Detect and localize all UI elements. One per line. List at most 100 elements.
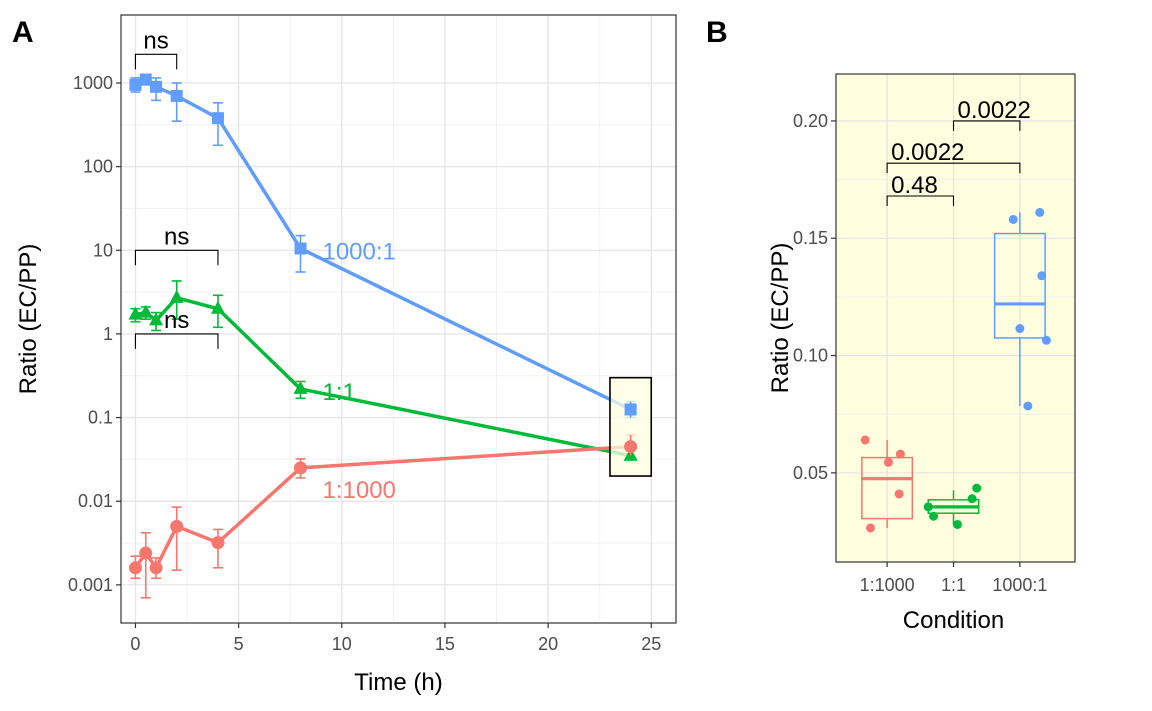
panel-a-y-axis-title: Ratio (EC/PP) — [15, 244, 42, 395]
jitter-point — [883, 457, 893, 467]
significance-bracket — [134, 53, 178, 70]
jitter-point — [972, 483, 982, 493]
comparison-p-value: 0.0022 — [958, 97, 1031, 124]
jitter-point — [952, 519, 962, 529]
data-point — [211, 536, 225, 550]
data-point — [211, 112, 224, 125]
box-1000:1 — [993, 207, 1051, 411]
x-tick-label: 1000:1 — [992, 575, 1047, 595]
series-line — [135, 296, 631, 458]
box-body — [993, 232, 1046, 339]
jitter-point — [1037, 271, 1047, 281]
data-point — [170, 89, 183, 102]
y-tick-label: 0.10 — [793, 346, 828, 366]
data-point — [139, 546, 153, 560]
y-tick-label: 10 — [93, 240, 113, 260]
x-tick-label: 1:1000 — [860, 575, 915, 595]
panel-a-series: 1000:1 1:1 1:1000 — [128, 73, 638, 599]
x-tick-label: 25 — [641, 634, 661, 654]
series-line — [134, 444, 631, 570]
y-tick-label: 0.1 — [88, 408, 113, 428]
panel-a-annotations: ns ns ns — [134, 27, 653, 477]
panel-b-label: B — [706, 16, 728, 49]
comparison-p-value: 0.0022 — [891, 139, 964, 166]
comparison-bracket — [952, 120, 1021, 131]
comparison-bracket — [886, 195, 955, 206]
jitter-point — [860, 435, 870, 445]
data-point — [293, 461, 307, 475]
significance-label: ns — [164, 223, 189, 250]
data-point — [128, 306, 143, 320]
y-tick-label: 0.15 — [793, 228, 828, 248]
jitter-point — [1041, 335, 1051, 345]
panel-a-grid — [121, 15, 676, 623]
data-point — [139, 73, 152, 86]
panel-b-y-ticks: 0.05 0.10 0.15 0.20 — [793, 111, 836, 483]
data-point — [149, 312, 164, 326]
jitter-point — [894, 489, 904, 499]
jitter-point — [1035, 207, 1045, 217]
jitter-point — [866, 523, 876, 533]
y-tick-label: 100 — [83, 157, 113, 177]
y-tick-label: 0.001 — [68, 575, 113, 595]
panel-b-frame — [835, 73, 1076, 563]
jitter-point — [929, 511, 939, 521]
data-point — [624, 440, 638, 454]
panel-b-y-axis-title: Ratio (EC/PP) — [767, 243, 794, 394]
data-point — [169, 289, 184, 303]
x-tick-label: 15 — [435, 634, 455, 654]
x-tick-label: 10 — [332, 634, 352, 654]
data-point — [150, 80, 163, 93]
data-point — [210, 300, 225, 314]
data-point — [149, 561, 163, 575]
data-point — [170, 519, 184, 533]
data-point — [138, 304, 153, 318]
data-point — [128, 561, 142, 575]
panel-a-label: A — [12, 16, 34, 49]
jitter-point — [923, 502, 933, 512]
jitter-point — [967, 494, 977, 504]
series-label: 1000:1 — [322, 239, 395, 266]
panel-b-x-ticks: 1:1000 1:1 1000:1 — [860, 562, 1047, 595]
y-tick-label: 0.05 — [793, 463, 828, 483]
jitter-point — [1023, 401, 1033, 411]
panel-b-grid — [836, 74, 1075, 562]
x-tick-label: 0 — [130, 634, 140, 654]
data-point — [293, 380, 308, 394]
significance-label: ns — [143, 27, 168, 54]
jitter-point — [895, 449, 905, 459]
highlight-box — [609, 376, 653, 477]
significance-bracket — [134, 249, 219, 266]
panel-a-plot: 0 5 10 15 20 25 0.001 0.01 0.1 1 10 100 1000 1000:1… — [15, 14, 677, 696]
y-tick-label: 0.01 — [78, 491, 113, 511]
panel-a-frame — [120, 14, 677, 624]
panel-b-x-axis-title: Condition — [903, 607, 1004, 634]
y-tick-label: 0.20 — [793, 111, 828, 131]
panel-b-background — [836, 74, 1075, 562]
jitter-point — [1008, 214, 1018, 224]
significance-bracket — [134, 333, 219, 349]
box-body — [861, 456, 914, 520]
significance-label: ns — [164, 307, 189, 334]
series-label: 1:1 — [322, 379, 355, 406]
box-1:1000 — [860, 435, 914, 533]
data-point — [294, 242, 307, 255]
series-1000:1: 1000:1 — [129, 73, 637, 419]
x-tick-label: 20 — [538, 634, 558, 654]
box-1:1 — [923, 483, 982, 529]
panel-b-plot: 1:1000 1:1 1000:1 0.05 0.10 0.15 0.20 0.48 0.0… — [767, 73, 1076, 634]
x-tick-label: 5 — [234, 634, 244, 654]
data-point — [129, 78, 142, 91]
comparison-bracket — [886, 162, 1021, 174]
y-tick-label: 1000 — [73, 73, 113, 93]
panel-b-comparisons: 0.48 0.0022 0.0022 — [886, 97, 1031, 206]
y-tick-label: 1 — [103, 324, 113, 344]
panel-b-boxes — [860, 207, 1051, 533]
x-tick-label: 1:1 — [941, 575, 966, 595]
panel-a-x-axis-title: Time (h) — [354, 669, 442, 696]
jitter-point — [1015, 324, 1025, 334]
series-label: 1:1000 — [322, 477, 395, 504]
panel-a-x-ticks: 0 5 10 15 20 25 — [130, 623, 661, 654]
series-1:1: 1:1 — [128, 280, 638, 461]
comparison-p-value: 0.48 — [891, 172, 938, 199]
